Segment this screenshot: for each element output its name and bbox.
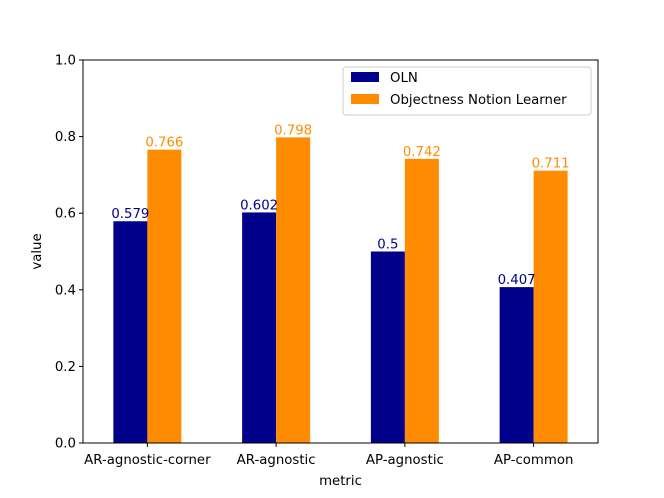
bar-objectness-notion-learner — [404, 158, 439, 443]
bar-objectness-notion-learner — [533, 170, 568, 443]
data-label-objectness-notion-learner: 0.711 — [532, 157, 570, 172]
legend: OLN Objectness Notion Learner — [342, 66, 592, 116]
x-axis-label: metric — [319, 474, 362, 489]
y-axis: 0.0 0.2 0.4 0.6 0.8 1.0 — [55, 54, 83, 452]
data-label-oln: 0.602 — [240, 198, 278, 213]
legend-label-oln: OLN — [390, 71, 418, 86]
bar-oln — [499, 287, 534, 443]
data-label-objectness-notion-learner: 0.742 — [403, 145, 441, 160]
y-tick-label: 0.2 — [55, 360, 76, 375]
x-tick-label: AP-common — [494, 453, 574, 468]
y-tick-label: 0.6 — [55, 207, 76, 222]
data-label-oln: 0.5 — [377, 238, 398, 253]
data-label-objectness-notion-learner: 0.766 — [145, 136, 183, 151]
bar-objectness-notion-learner — [276, 137, 311, 443]
y-tick-label: 0.4 — [55, 283, 76, 298]
bar-oln — [242, 212, 277, 443]
x-tick-label: AP-agnostic — [366, 453, 444, 468]
legend-swatch-onl — [351, 94, 379, 104]
data-label-oln: 0.579 — [111, 207, 149, 222]
plot-frame — [82, 59, 599, 444]
y-tick-label: 1.0 — [55, 54, 76, 69]
x-tick-label: AR-agnostic-corner — [84, 453, 211, 468]
data-labels-layer: 0.579 0.766 0.602 0.798 0.5 0.742 0.407 0.711 — [111, 123, 569, 288]
y-tick-label: 0.0 — [55, 437, 76, 452]
x-tick-label: AR-agnostic — [237, 453, 316, 468]
x-axis: AR-agnostic-corner AR-agnostic AP-agnostic… — [84, 443, 573, 468]
bar-oln — [113, 221, 148, 443]
legend-swatch-oln — [351, 72, 379, 82]
data-label-objectness-notion-learner: 0.798 — [274, 123, 312, 138]
bar-oln — [370, 251, 405, 443]
data-label-oln: 0.407 — [498, 273, 536, 288]
bar-objectness-notion-learner — [147, 149, 182, 443]
legend-label-onl: Objectness Notion Learner — [390, 93, 567, 108]
legend-box — [342, 66, 592, 116]
bars-layer — [113, 137, 568, 443]
y-axis-label: value — [30, 233, 45, 269]
y-tick-label: 0.8 — [55, 130, 76, 145]
